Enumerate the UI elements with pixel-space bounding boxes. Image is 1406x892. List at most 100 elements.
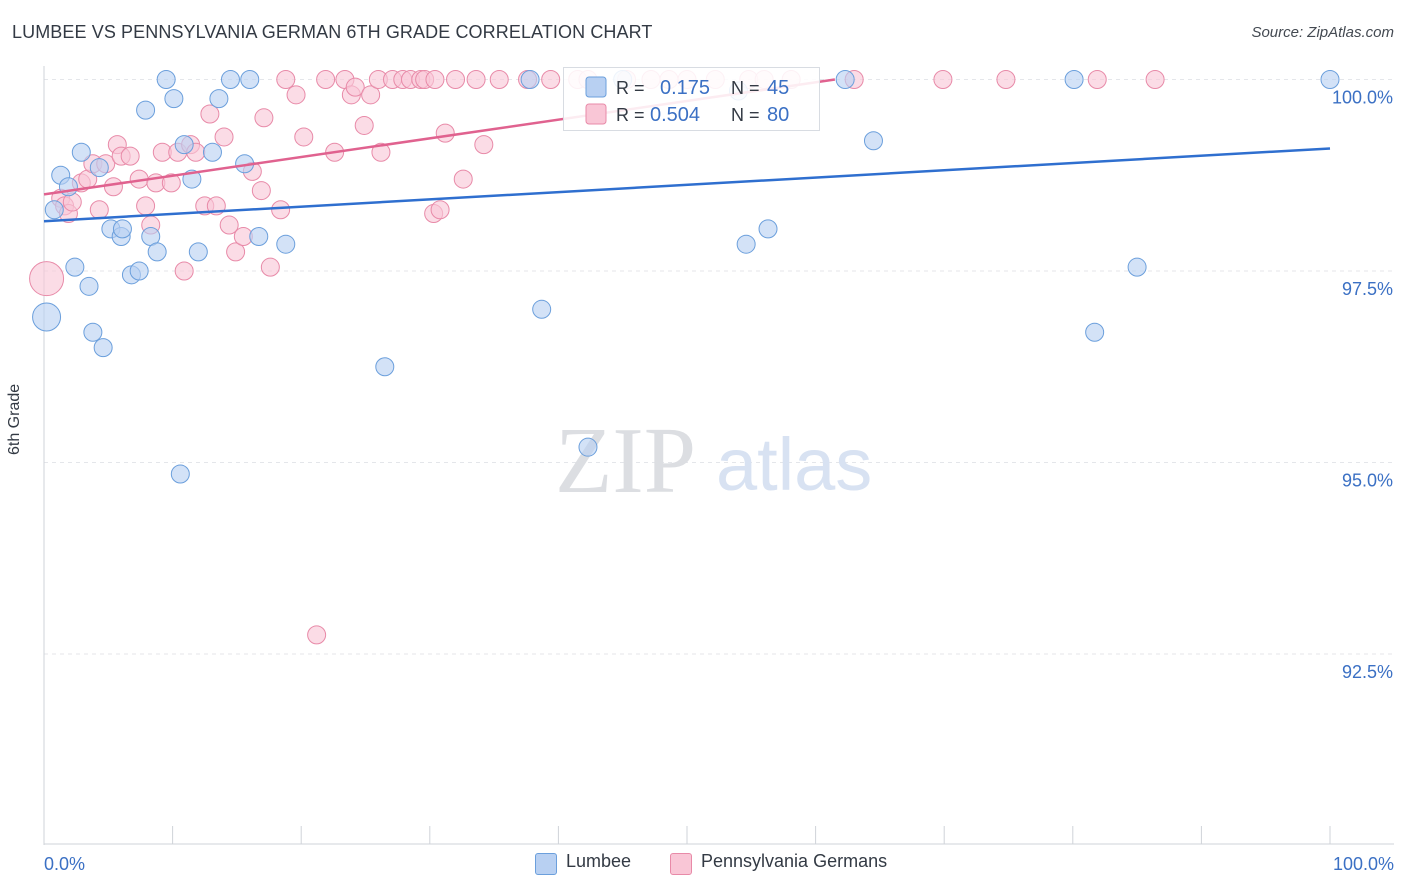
pa-point [174, 261, 194, 281]
lumbee-point [1085, 322, 1105, 342]
legend-n-value-lumbee: 45 [767, 77, 789, 99]
chart-title: LUMBEE VS PENNSYLVANIA GERMAN 6TH GRADE … [12, 22, 653, 42]
y-tick-label: 97.5% [1342, 279, 1393, 299]
pa-point [120, 146, 140, 166]
lumbee-point [758, 219, 778, 239]
lumbee-point [736, 234, 756, 254]
lumbee-point [174, 135, 194, 155]
lumbee-point [532, 299, 552, 319]
pa-point [345, 77, 365, 97]
lumbee-point [209, 89, 229, 109]
pa-point [435, 123, 455, 143]
lumbee-point [1127, 257, 1147, 277]
bottom-legend-label-pa: Pennsylvania Germans [701, 851, 888, 871]
pa-point [361, 85, 381, 105]
watermark-atlas: atlas [716, 423, 872, 506]
lumbee-point [240, 70, 260, 89]
lumbee-point [32, 302, 62, 332]
pa-point [541, 70, 561, 89]
lumbee-point [520, 70, 540, 89]
pa-point [251, 181, 271, 201]
lumbee-point [835, 70, 855, 89]
pa-point [489, 70, 509, 89]
x-tick-label-max: 100.0% [1333, 854, 1394, 874]
lumbee-point [1320, 70, 1340, 89]
y-tick-label: 95.0% [1342, 471, 1393, 491]
pa-point [446, 70, 466, 89]
pa-point [466, 70, 486, 89]
correlation-legend-rows: R = 0.175 N = 45 R = 0.504 N = 80 [585, 76, 789, 126]
pa-point [136, 196, 156, 216]
lumbee-point [112, 219, 132, 239]
pa-point [260, 257, 280, 277]
pa-point [425, 70, 445, 89]
pennsylvania-germans-points [29, 70, 1165, 645]
pa-point [161, 173, 181, 193]
lumbee-point [249, 227, 269, 247]
pa-point [226, 242, 246, 262]
legend-swatch-lumbee [585, 76, 607, 98]
pa-point [276, 70, 296, 89]
lumbee-point [89, 158, 109, 178]
pa-point [933, 70, 953, 89]
lumbee-point [147, 242, 167, 262]
pa-point [200, 104, 220, 124]
y-tick-labels: 100.0% 97.5% 95.0% 92.5% [1332, 88, 1393, 683]
bottom-legend-label-lumbee: Lumbee [566, 851, 632, 871]
pa-point [474, 135, 494, 155]
pa-point [316, 70, 336, 89]
legend-swatch-pa [585, 103, 607, 125]
pa-point [371, 142, 391, 162]
pa-point [354, 115, 374, 135]
pa-point [294, 127, 314, 147]
pa-point [1087, 70, 1107, 89]
legend-r-label-pa: R = [616, 105, 645, 125]
pa-point [430, 200, 450, 220]
axes [43, 66, 1394, 845]
lumbee-point [44, 200, 64, 220]
lumbee-point [58, 177, 78, 197]
lumbee-point [188, 242, 208, 262]
lumbee-point [83, 322, 103, 342]
pa-point [1145, 70, 1165, 89]
lumbee-point [79, 276, 99, 296]
pa-point [307, 625, 327, 645]
legend-r-value-lumbee: 0.175 [660, 77, 710, 99]
pa-point [219, 215, 239, 235]
lumbee-point [170, 464, 190, 484]
legend-n-value-pa: 80 [767, 104, 789, 126]
pa-point [453, 169, 473, 189]
legend-r-value-pa: 0.504 [650, 104, 700, 126]
lumbee-point [136, 100, 156, 120]
lumbee-point [156, 70, 176, 89]
legend-n-label-lumbee: N = [731, 78, 760, 98]
lumbee-trend-line [43, 147, 1331, 223]
lumbee-point [65, 257, 85, 277]
pa-point [286, 85, 306, 105]
pa-point [29, 261, 65, 297]
lumbee-point [164, 89, 184, 109]
y-tick-label: 92.5% [1342, 662, 1393, 682]
lumbee-point [578, 437, 598, 457]
pa-point [996, 70, 1016, 89]
lumbee-point [1064, 70, 1084, 89]
pa-point [89, 200, 109, 220]
pa-point [254, 108, 274, 128]
pa-point [103, 177, 123, 197]
lumbee-point [863, 131, 883, 151]
pa-point [214, 127, 234, 147]
lumbee-point [129, 261, 149, 281]
y-tick-label: 100.0% [1332, 88, 1393, 108]
lumbee-point [71, 142, 91, 162]
lumbee-point [202, 142, 222, 162]
bottom-legend-swatch-pa [670, 853, 692, 875]
pa-point [271, 200, 291, 220]
x-tick-label-min: 0.0% [44, 854, 85, 874]
legend-n-label-pa: N = [731, 105, 760, 125]
lumbee-point [220, 70, 240, 89]
lumbee-point [276, 234, 296, 254]
source-credit: Source: ZipAtlas.com [1251, 24, 1394, 41]
correlation-legend: R = 0.175 N = 45 R = 0.504 N = 80 [563, 67, 820, 131]
legend-r-label-lumbee: R = [616, 78, 645, 98]
